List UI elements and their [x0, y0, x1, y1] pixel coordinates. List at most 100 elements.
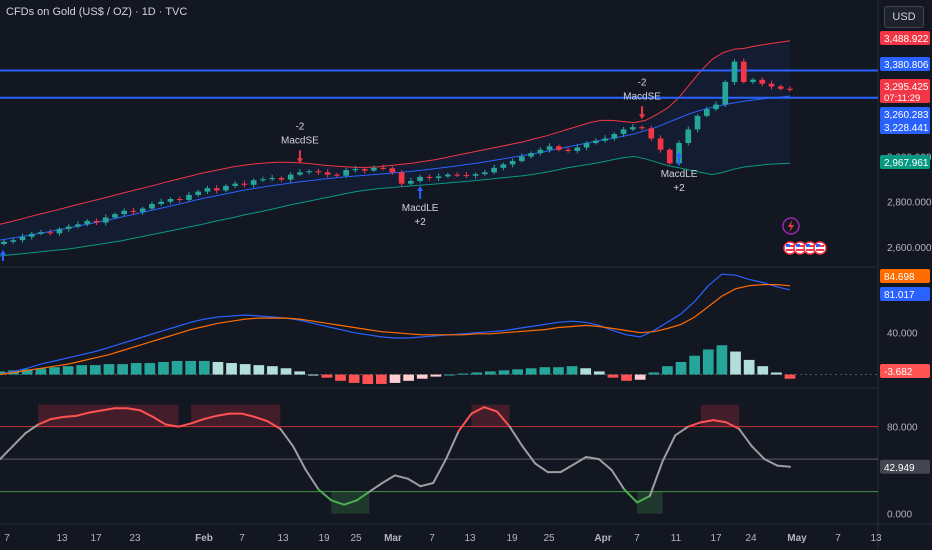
time-tick-label: 7: [4, 533, 10, 544]
rsi-line-segment: [394, 474, 409, 480]
candle: [611, 133, 618, 139]
macd-histogram-bar: [702, 349, 714, 375]
macd-histogram-bar: [566, 366, 578, 375]
price-label: 2,967.961: [884, 158, 929, 169]
candle: [740, 61, 747, 82]
rsi-line-segment: [343, 499, 358, 506]
macd-histogram-bar: [430, 374, 442, 377]
macd-histogram-bar: [525, 368, 537, 375]
rsi-overbought-zone: [471, 404, 485, 427]
macd-histogram-bar: [185, 360, 197, 375]
candle: [65, 226, 72, 229]
time-tick-label: 13: [56, 533, 68, 544]
rsi-line-segment: [572, 456, 588, 466]
candle: [75, 224, 81, 227]
long-signal-arrow: [676, 152, 683, 166]
price-label-countdown: 07:11:29: [884, 93, 920, 104]
candle: [445, 174, 451, 177]
time-tick-label: 13: [277, 533, 289, 544]
band-fill: [0, 40, 790, 256]
macd-value-label: 81.017: [884, 290, 915, 301]
candle: [278, 178, 285, 180]
upper-band-line: [0, 40, 791, 225]
candle: [130, 210, 137, 212]
candle: [426, 176, 433, 179]
candle: [435, 176, 442, 179]
rsi-tick-label: 0.000: [887, 509, 912, 520]
rsi-line-segment: [381, 474, 396, 484]
candle: [537, 149, 544, 154]
candle: [777, 86, 784, 89]
price-label-bg: [880, 57, 930, 71]
time-tick-label: Mar: [384, 533, 402, 544]
candle: [666, 149, 673, 164]
time-tick-label: 7: [835, 533, 841, 544]
macd-histogram-bar: [267, 366, 278, 375]
candle: [731, 61, 738, 82]
time-tick-label: 7: [634, 533, 640, 544]
macd-histogram-bar: [484, 371, 496, 375]
strategy-signals: -2 MacdSE MacdLE +2 -2 MacdSE MacdLE +2: [0, 77, 698, 261]
candle: [648, 128, 655, 139]
candle: [269, 178, 275, 180]
time-tick-label: 24: [745, 533, 757, 544]
macd-histogram-bar: [757, 366, 769, 375]
rsi-line-segment: [330, 499, 346, 506]
rsi-line-segment: [661, 434, 677, 463]
rsi-line-segment: [304, 469, 320, 491]
candle: [250, 180, 257, 185]
rsi-overbought-zone: [267, 404, 281, 427]
macd-histogram-bar: [158, 362, 169, 375]
candle: [19, 236, 26, 241]
rsi-line-segment: [674, 425, 690, 437]
candle: [620, 129, 627, 134]
candle: [158, 201, 165, 204]
macd-histogram-bar: [239, 364, 251, 375]
long-signal-label: +2: [414, 217, 426, 228]
price-axis[interactable]: 3,000.0002,800.0002,600.00040.00080.0000…: [880, 31, 932, 520]
candle: [93, 220, 100, 223]
rsi-overbought-zone: [76, 404, 90, 427]
candle: [408, 180, 414, 184]
candle: [260, 179, 266, 181]
candle: [352, 168, 359, 171]
currency-button[interactable]: USD: [884, 6, 924, 28]
rsi-tick-label: 80.000: [887, 423, 918, 434]
horizontal-levels[interactable]: [0, 69, 878, 99]
price-label: 3,488.922: [884, 34, 929, 45]
time-tick-label: 19: [318, 533, 330, 544]
rsi-line-segment: [444, 430, 460, 461]
candle: [787, 88, 793, 90]
us-flag-stripe: [786, 249, 794, 251]
bollinger-bands: [0, 40, 791, 257]
short-signal-label: -2: [638, 77, 647, 88]
rsi-overbought-zone: [726, 404, 740, 427]
event-icons[interactable]: [782, 217, 827, 255]
macd-histogram-bar: [144, 363, 156, 375]
price-label: 3,295.425: [884, 82, 929, 93]
rsi-line-segment: [648, 460, 664, 497]
macd-histogram-bar: [675, 362, 687, 375]
rsi-line-segment: [483, 406, 498, 413]
rsi-line-segment: [419, 482, 435, 488]
macd-histogram-bar: [634, 374, 646, 380]
macd-histogram-bar: [539, 367, 551, 375]
candle: [361, 168, 368, 171]
candle: [759, 79, 766, 84]
rsi-line-segment: [738, 427, 753, 448]
macd-histogram-bar: [49, 367, 60, 375]
rsi-line-segment: [266, 420, 282, 430]
macd-histogram-bar: [730, 351, 741, 375]
candle: [472, 174, 479, 176]
time-axis[interactable]: 7 13 17 23 Feb 7 13 19 25 Mar 7 13 19 25 Apr 7 11 17 24 May…: [4, 533, 882, 544]
macd-histogram-bar: [0, 371, 6, 375]
candle: [528, 153, 534, 157]
rsi-line-segment: [636, 495, 651, 504]
candle: [241, 183, 248, 185]
candle: [555, 146, 562, 150]
candle: [546, 146, 553, 150]
candle: [56, 228, 63, 234]
rsi-value-label-bg: [880, 459, 930, 474]
candle: [213, 188, 220, 191]
